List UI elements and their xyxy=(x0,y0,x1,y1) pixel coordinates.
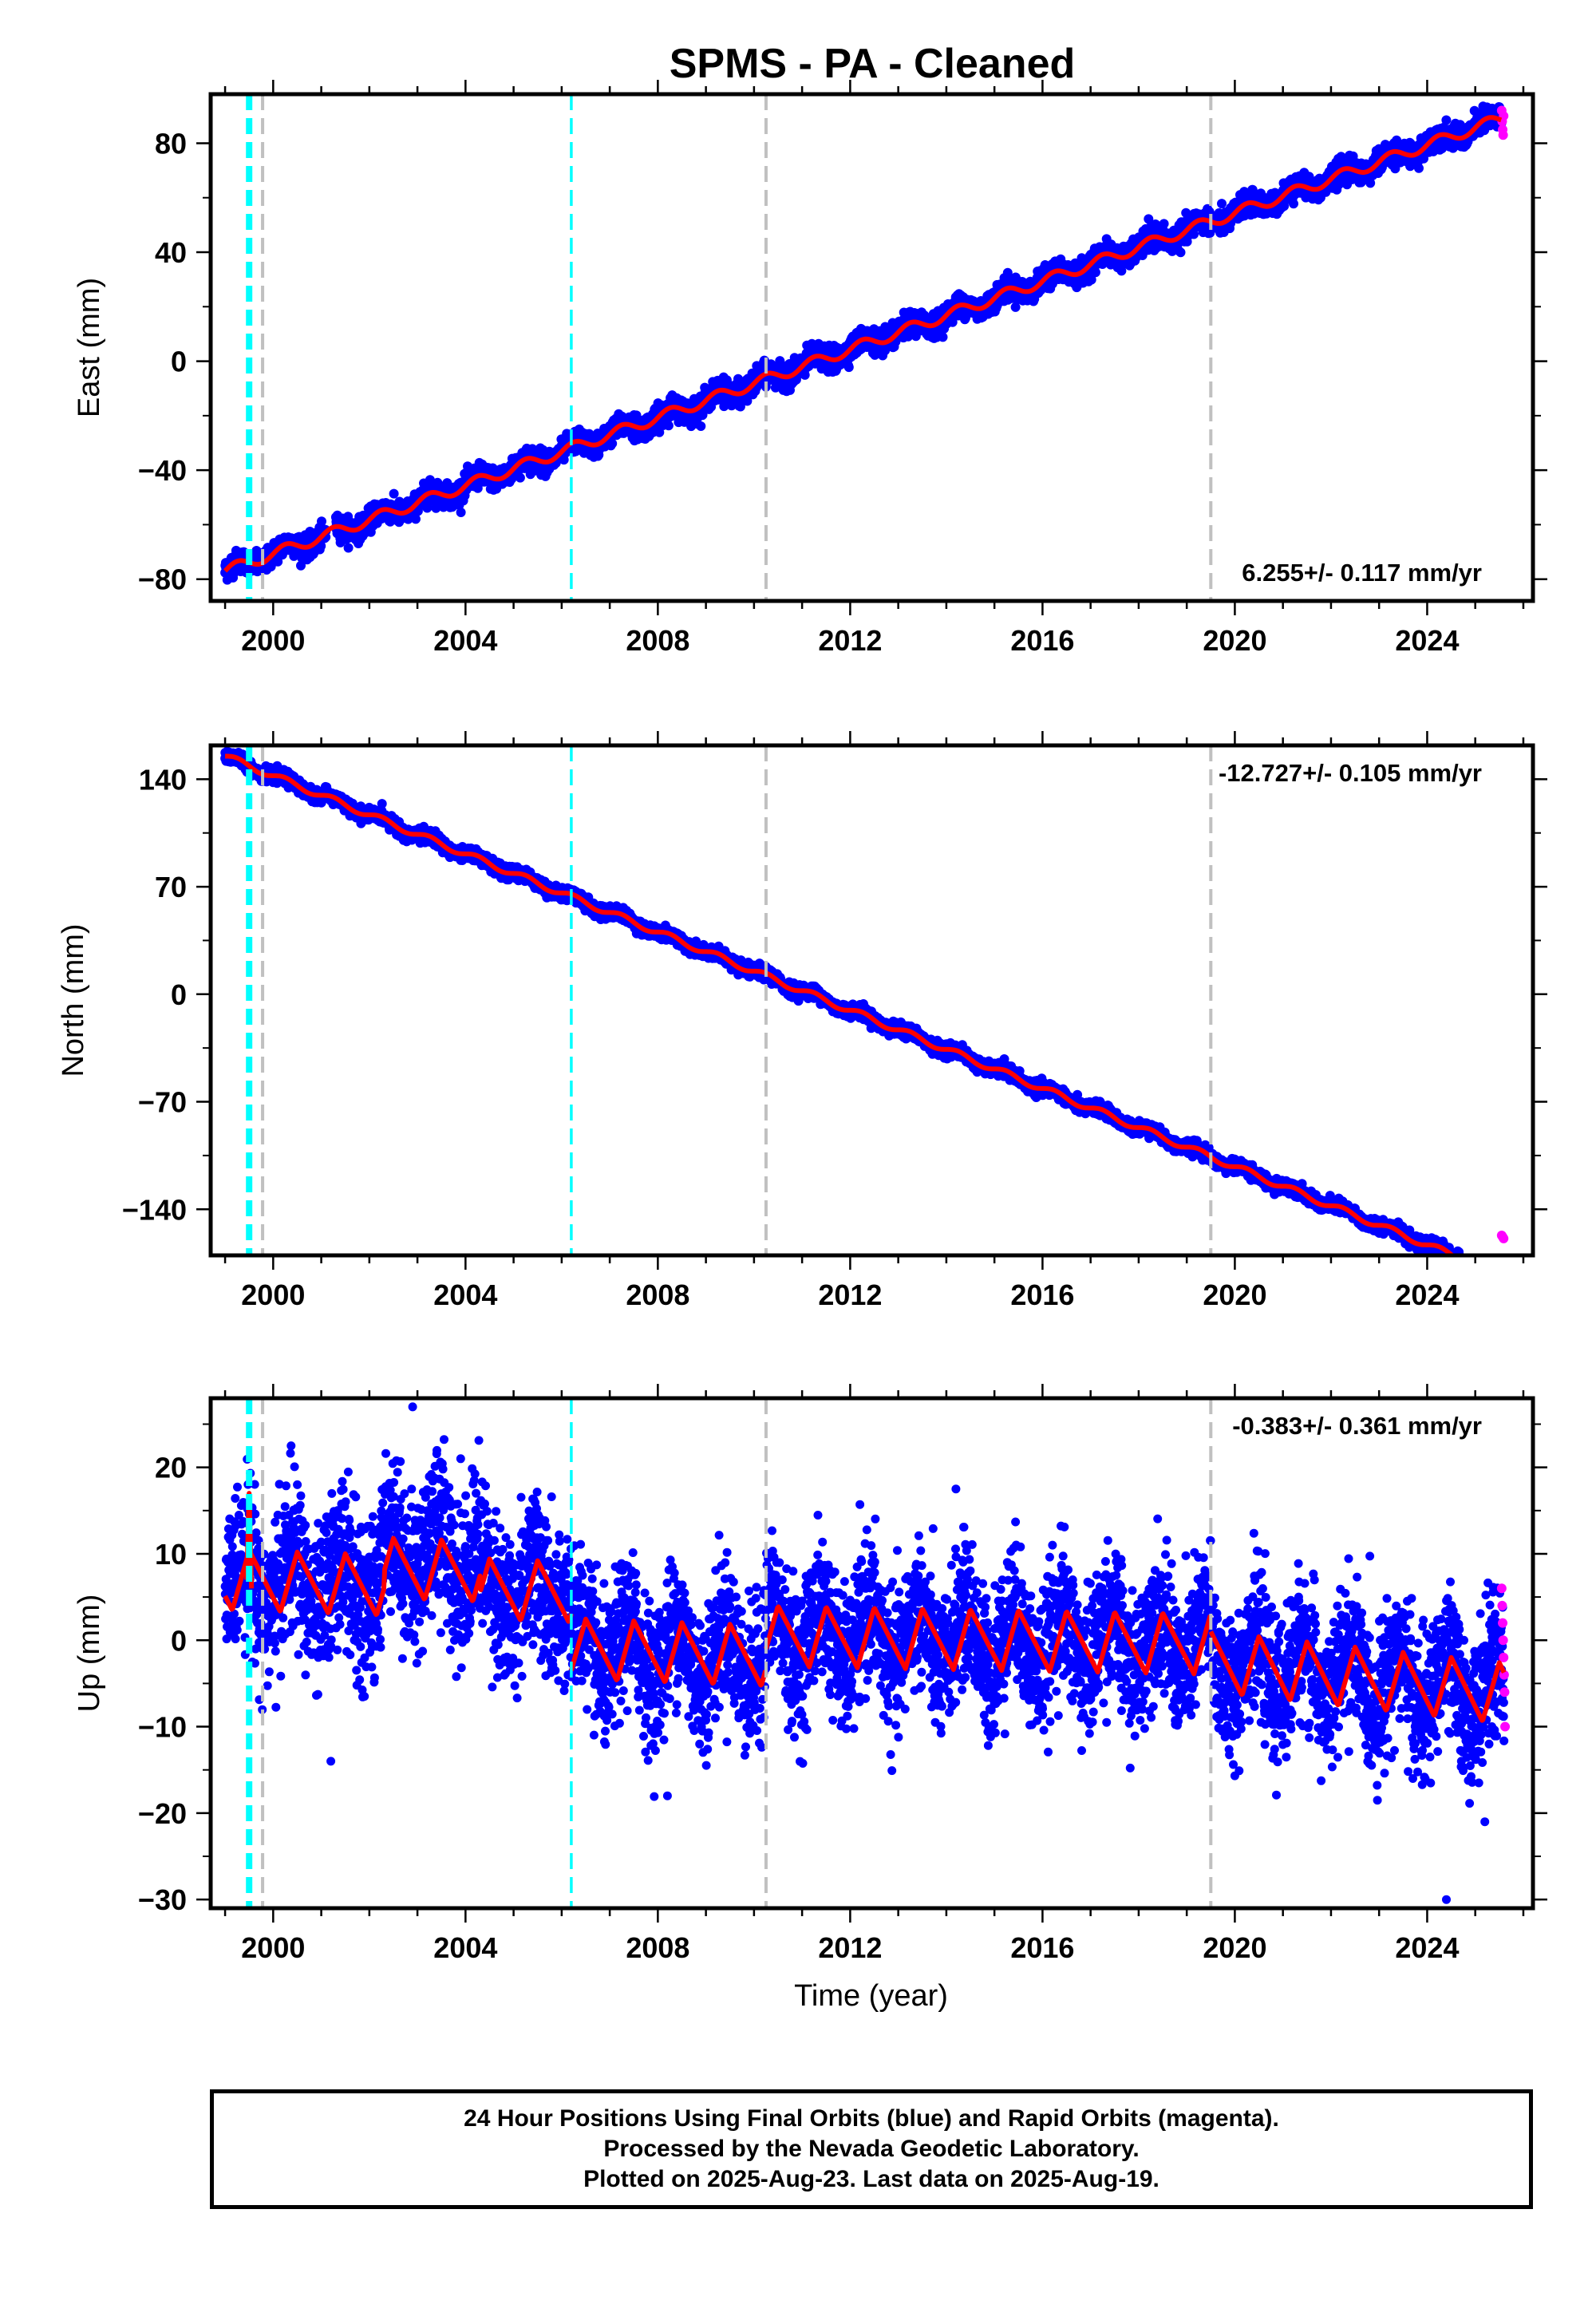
x-tick-label: 2012 xyxy=(818,624,882,657)
y-tick-label: 20 xyxy=(155,1452,187,1484)
x-tick-label: 2000 xyxy=(241,1931,305,1964)
plot-frame xyxy=(211,745,1533,1255)
x-tick-label: 2004 xyxy=(433,624,497,657)
up-panel: 2000 2004 2008 2012 2016 2020 2024 −30 −20 −10 0 10… xyxy=(73,1384,1547,2013)
velocity-rate-label: -12.727+/- 0.105 mm/yr xyxy=(1219,759,1482,787)
velocity-rate-label: -0.383+/- 0.361 mm/yr xyxy=(1232,1412,1482,1440)
footer-line-2: Processed by the Nevada Geodetic Laborat… xyxy=(603,2134,1139,2164)
plot-area xyxy=(220,747,1508,1286)
y-axis-label: North (mm) xyxy=(57,923,90,1077)
x-tick-label: 2008 xyxy=(626,1279,689,1311)
x-tick-label: 2004 xyxy=(433,1279,497,1311)
final-orbit-points xyxy=(220,101,1507,584)
x-tick-label: 2008 xyxy=(626,1931,689,1964)
y-tick-label: 0 xyxy=(171,346,187,378)
x-tick-label: 2000 xyxy=(241,1279,305,1311)
x-tick-label: 2020 xyxy=(1203,1931,1266,1964)
y-tick-label: 80 xyxy=(155,127,187,160)
y-tick-label: −30 xyxy=(138,1883,187,1916)
rapid-orbit-point xyxy=(1499,130,1508,140)
y-tick-label: 0 xyxy=(171,978,187,1011)
chart-title: SPMS - PA - Cleaned xyxy=(670,41,1076,87)
y-tick-label: 0 xyxy=(171,1624,187,1657)
rapid-orbit-point xyxy=(1498,1618,1507,1628)
y-axis-label: Up (mm) xyxy=(73,1595,106,1713)
y-tick-label: 40 xyxy=(155,236,187,269)
rapid-orbit-point xyxy=(1500,1722,1510,1732)
y-tick-label: −40 xyxy=(138,454,187,487)
plot-area xyxy=(220,101,1508,584)
y-tick-label: −10 xyxy=(138,1711,187,1744)
x-tick-label: 2008 xyxy=(626,624,689,657)
y-tick-label: 140 xyxy=(139,763,187,796)
x-tick-label: 2012 xyxy=(818,1279,882,1311)
footer-line-1: 24 Hour Positions Using Final Orbits (bl… xyxy=(464,2104,1279,2134)
rapid-orbit-point xyxy=(1497,1601,1507,1611)
x-tick-label: 2020 xyxy=(1203,1279,1266,1311)
x-tick-label: 2024 xyxy=(1395,1279,1459,1311)
north-panel: 2000 2004 2008 2012 2016 2020 2024 −140 −70 0 70 14… xyxy=(57,731,1547,1311)
x-tick-label: 2020 xyxy=(1203,624,1266,657)
plot-area xyxy=(221,1389,1510,1903)
footer-caption: 24 Hour Positions Using Final Orbits (bl… xyxy=(210,2089,1533,2209)
x-tick-label: 2016 xyxy=(1010,624,1074,657)
y-tick-label: −20 xyxy=(138,1797,187,1830)
y-axis-label: East (mm) xyxy=(73,278,106,417)
x-tick-label: 2012 xyxy=(818,1931,882,1964)
x-tick-label: 2016 xyxy=(1010,1279,1074,1311)
rapid-orbit-point xyxy=(1499,1234,1508,1243)
east-panel: 2000 2004 2008 2012 2016 2020 2024 −80 −40 0 40 80 E… xyxy=(73,80,1547,657)
x-tick-label: 2000 xyxy=(241,624,305,657)
velocity-rate-label: 6.255+/- 0.117 mm/yr xyxy=(1242,559,1482,587)
footer-line-3: Plotted on 2025-Aug-23. Last data on 202… xyxy=(583,2164,1159,2195)
y-tick-label: −140 xyxy=(122,1193,187,1226)
y-tick-label: −80 xyxy=(138,563,187,596)
x-tick-label: 2024 xyxy=(1395,624,1459,657)
rapid-orbit-point xyxy=(1499,1635,1508,1645)
y-tick-label: −70 xyxy=(138,1086,187,1119)
x-tick-label: 2016 xyxy=(1010,1931,1074,1964)
x-axis-label: Time (year) xyxy=(794,1979,948,2013)
rapid-orbit-point xyxy=(1499,1687,1509,1697)
y-tick-label: 10 xyxy=(155,1538,187,1571)
x-tick-label: 2024 xyxy=(1395,1931,1459,1964)
rapid-orbit-point xyxy=(1497,1583,1507,1593)
final-orbit-points xyxy=(220,747,1507,1286)
x-tick-label: 2004 xyxy=(433,1931,497,1964)
y-tick-label: 70 xyxy=(155,871,187,903)
